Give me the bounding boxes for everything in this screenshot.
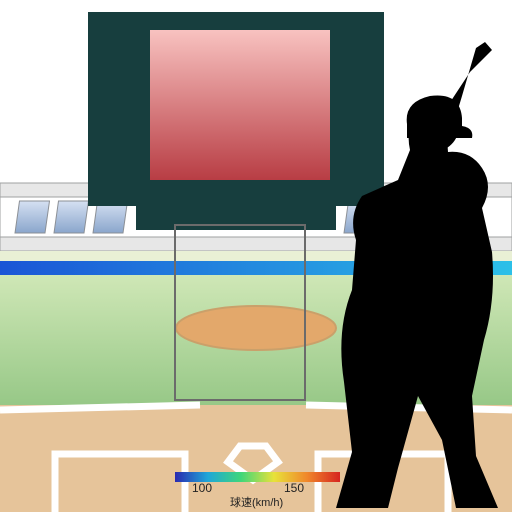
foul-line-left bbox=[0, 405, 200, 410]
scoreboard-screen bbox=[150, 30, 330, 180]
wall-panel bbox=[15, 201, 49, 233]
pitch-location-diagram: 100 150 球速(km/h) bbox=[0, 0, 512, 512]
speed-legend-label: 球速(km/h) bbox=[230, 495, 283, 509]
wall-panel bbox=[54, 201, 88, 233]
scene-svg: 100 150 球速(km/h) bbox=[0, 0, 512, 512]
legend-tick: 100 bbox=[192, 481, 212, 495]
pitchers-mound bbox=[176, 306, 336, 350]
legend-tick: 150 bbox=[284, 481, 304, 495]
